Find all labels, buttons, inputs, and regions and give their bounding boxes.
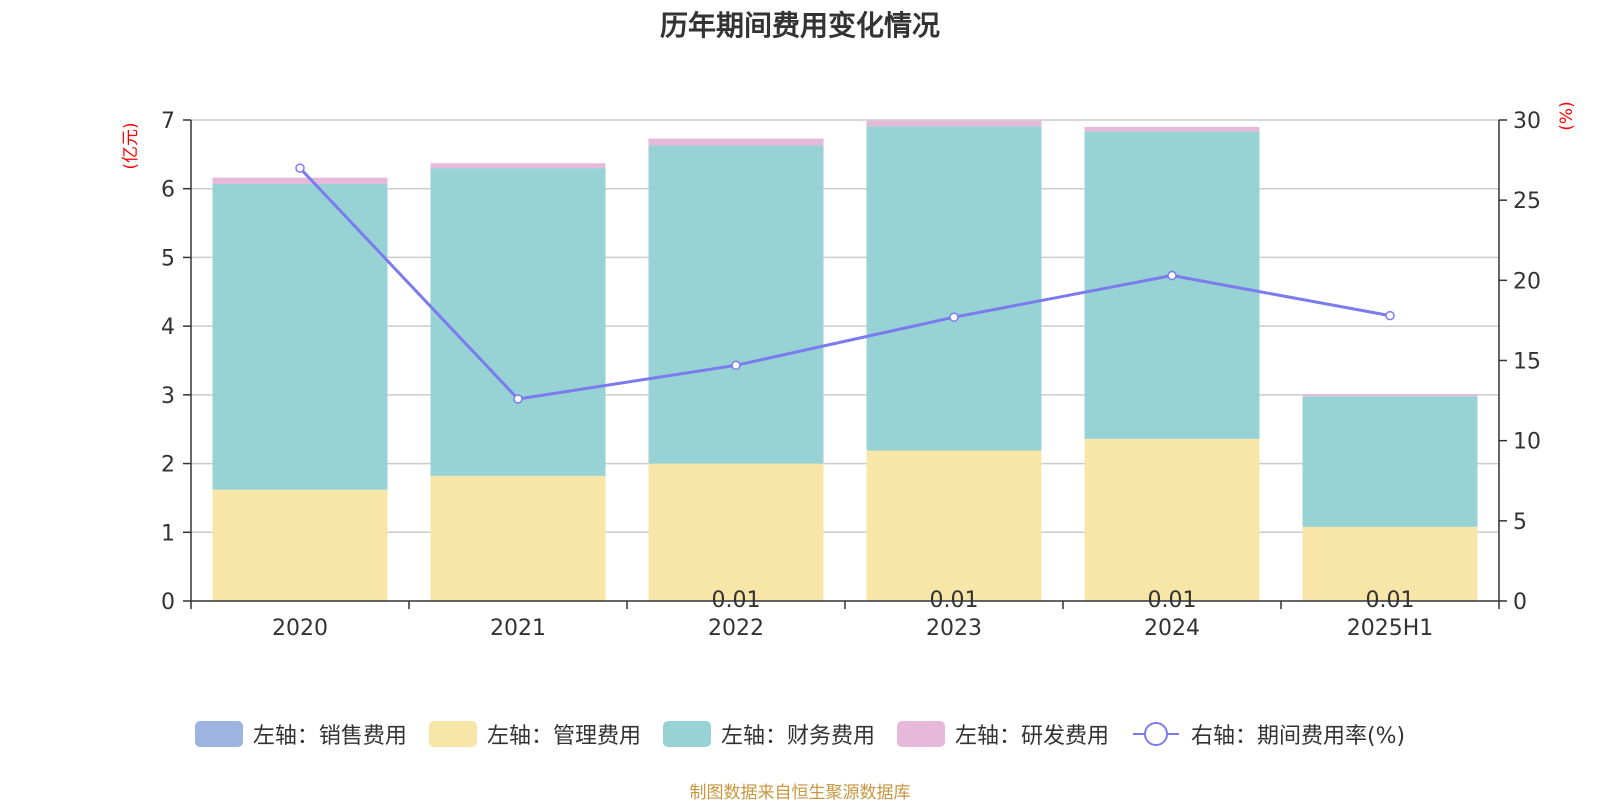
y-right-tick-label: 10 bbox=[1513, 430, 1541, 455]
y-left-tick-label: 2 bbox=[161, 453, 175, 478]
chart-title: 历年期间费用变化情况 bbox=[659, 9, 940, 42]
x-tick-label-2023: 2023 bbox=[926, 616, 982, 641]
legend-item-admin[interactable]: 左轴：管理费用 bbox=[428, 718, 641, 750]
bar-finance-2024[interactable] bbox=[1084, 131, 1260, 439]
rate-line bbox=[295, 163, 1395, 404]
y-left-tick-label: 1 bbox=[161, 521, 175, 546]
y-right-tick-label: 20 bbox=[1513, 269, 1541, 294]
legend-item-rd[interactable]: 左轴：研发费用 bbox=[896, 718, 1109, 750]
y-left-tick-label: 5 bbox=[161, 246, 175, 271]
bar-rd-2020[interactable] bbox=[212, 177, 388, 184]
legend-item-rate[interactable]: 右轴：期间费用率(%) bbox=[1131, 718, 1405, 750]
legend-item-sales[interactable]: 左轴：销售费用 bbox=[194, 718, 407, 750]
bar-admin-2020[interactable] bbox=[212, 489, 388, 601]
y-axis-left-title: (亿元) bbox=[121, 122, 141, 169]
y-right-tick-label: 15 bbox=[1513, 350, 1541, 375]
rate-point-2025H1[interactable] bbox=[1385, 310, 1395, 321]
bar-rd-2025H1[interactable] bbox=[1302, 394, 1478, 397]
x-tick-label-2022: 2022 bbox=[708, 616, 764, 641]
rate-point-2023[interactable] bbox=[949, 312, 959, 322]
bar-rd-2022[interactable] bbox=[648, 138, 824, 146]
legend-swatch-finance bbox=[662, 721, 711, 747]
x-tick-label-2021: 2021 bbox=[490, 616, 546, 641]
legend-item-finance[interactable]: 左轴：财务费用 bbox=[662, 718, 875, 750]
axes: 0 1 2 3 4 5 6 7 0 5 10 15 20 25 30 2020 2021 2022 2023 2024… bbox=[121, 101, 1577, 641]
legend-swatch-admin bbox=[428, 721, 477, 747]
legend: 左轴：销售费用 左轴：管理费用 左轴：财务费用 左轴：研发费用 右轴：期间费用率… bbox=[0, 718, 1600, 750]
legend-label-rd: 左轴：研发费用 bbox=[954, 724, 1109, 749]
bar-finance-2020[interactable] bbox=[212, 183, 388, 490]
bar-finance-2022[interactable] bbox=[648, 145, 824, 464]
bar-finance-2025H1[interactable] bbox=[1302, 396, 1478, 527]
legend-label-admin: 左轴：管理费用 bbox=[486, 724, 641, 749]
gridlines bbox=[191, 119, 1499, 534]
rate-point-2022[interactable] bbox=[731, 360, 741, 371]
x-tick-label-2024: 2024 bbox=[1144, 616, 1200, 641]
bar-finance-2023[interactable] bbox=[866, 126, 1042, 451]
y-left-tick-label: 4 bbox=[161, 315, 175, 340]
legend-swatch-sales bbox=[194, 721, 243, 747]
legend-label-rate: 右轴：期间费用率(%) bbox=[1190, 724, 1406, 749]
y-right-tick-label: 5 bbox=[1513, 510, 1527, 535]
bar-admin-2021[interactable] bbox=[430, 475, 606, 601]
rate-point-2020[interactable] bbox=[295, 163, 305, 173]
source-note: 制图数据来自恒生聚源数据库 bbox=[689, 783, 911, 803]
y-right-tick-label: 0 bbox=[1513, 590, 1527, 615]
y-left-tick-label: 6 bbox=[161, 178, 175, 203]
y-left-tick-label: 0 bbox=[161, 590, 175, 615]
legend-swatch-rd bbox=[896, 721, 945, 747]
bar-finance-2021[interactable] bbox=[430, 168, 606, 476]
y-left-tick-label: 3 bbox=[161, 384, 175, 409]
y-left-tick-label: 7 bbox=[161, 109, 175, 134]
bar-admin-2024[interactable] bbox=[1084, 438, 1260, 601]
y-right-tick-label: 25 bbox=[1513, 189, 1541, 214]
y-right-tick-label: 30 bbox=[1513, 109, 1541, 134]
bar-admin-2025H1[interactable] bbox=[1302, 526, 1478, 601]
rate-line-path bbox=[298, 167, 1391, 401]
legend-label-sales: 左轴：销售费用 bbox=[252, 724, 407, 749]
x-tick-label-2025H1: 2025H1 bbox=[1347, 616, 1434, 641]
bar-rd-2023[interactable] bbox=[866, 120, 1042, 127]
rate-point-2021[interactable] bbox=[513, 394, 523, 404]
bar-rd-2021[interactable] bbox=[430, 163, 606, 169]
x-tick-label-2020: 2020 bbox=[272, 616, 328, 641]
legend-line-marker-icon bbox=[1132, 722, 1179, 746]
legend-label-finance: 左轴：财务费用 bbox=[720, 724, 875, 749]
bar-admin-2023[interactable] bbox=[866, 450, 1042, 601]
y-axis-right-title: (%) bbox=[1557, 101, 1577, 130]
bars bbox=[212, 120, 1478, 601]
bar-admin-2022[interactable] bbox=[648, 463, 824, 601]
rate-point-2024[interactable] bbox=[1167, 270, 1177, 281]
bar-rd-2024[interactable] bbox=[1084, 126, 1260, 132]
